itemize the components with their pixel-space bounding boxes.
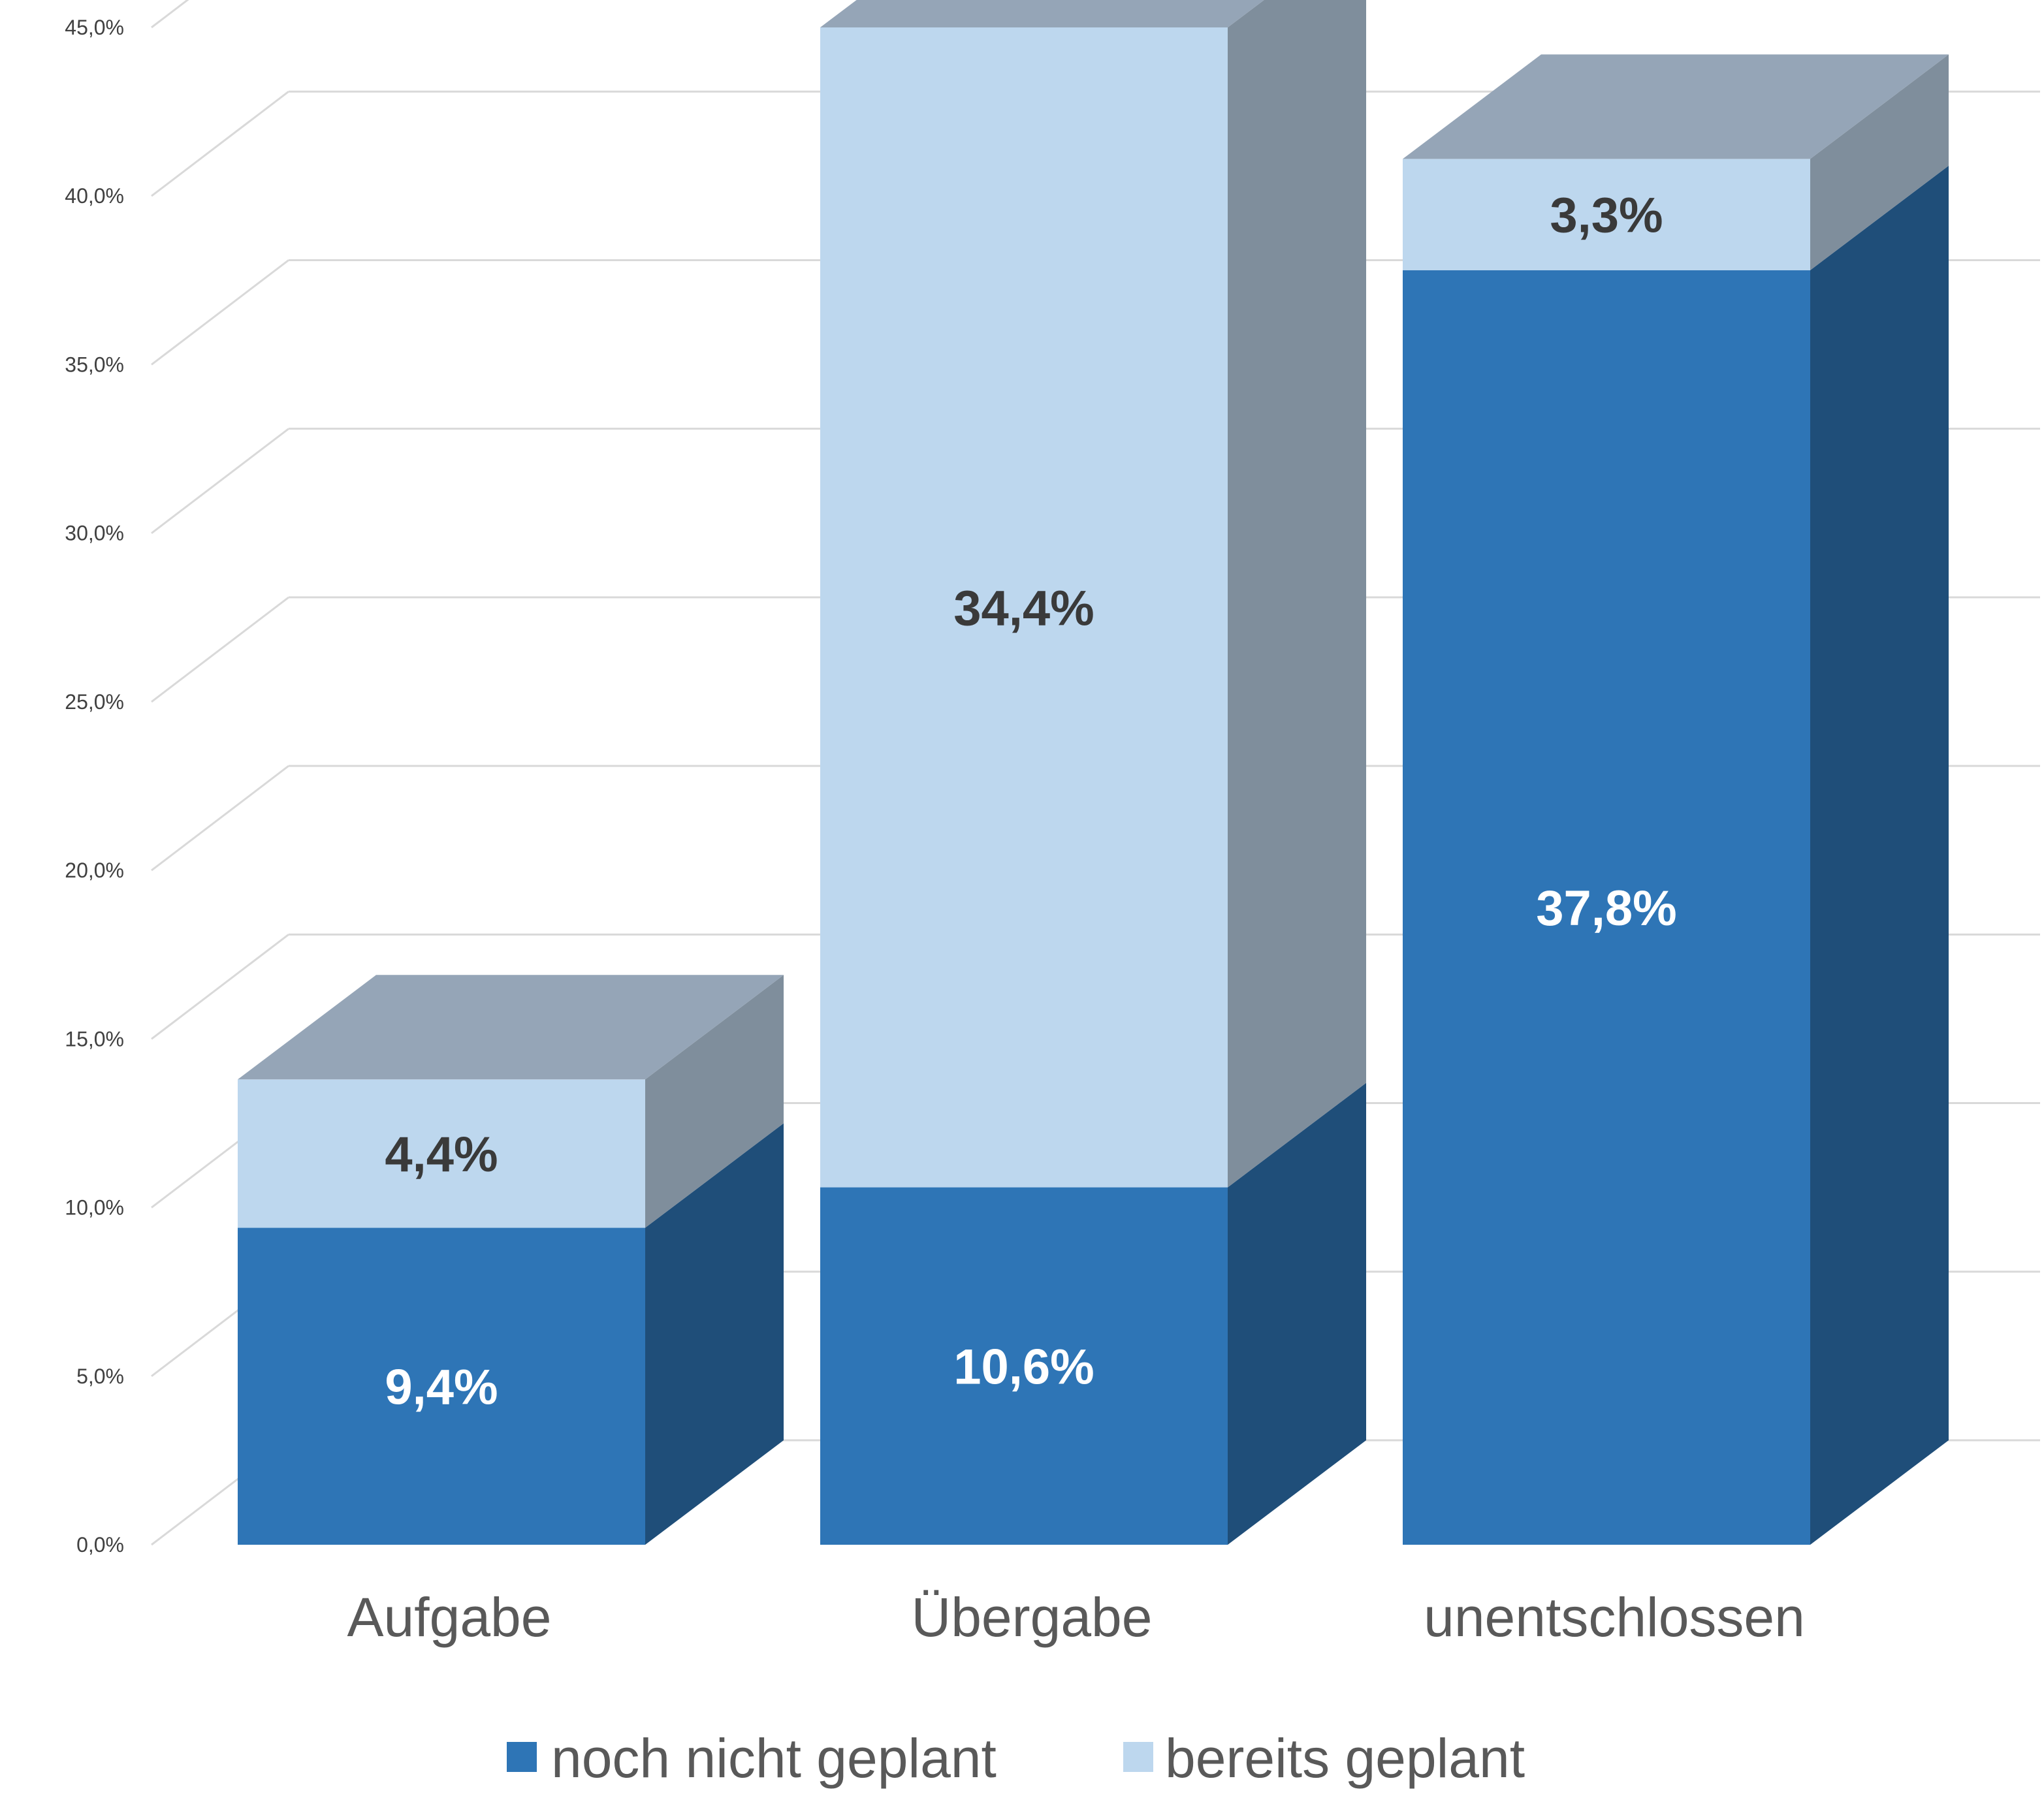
y-tick-label: 40,0% [65, 184, 124, 208]
bar-segment [238, 1123, 784, 1545]
bar-segment [820, 0, 1366, 1188]
category-label: Aufgabe [347, 1587, 552, 1648]
category-label: unentschlossen [1424, 1587, 1805, 1648]
legend-swatch [507, 1742, 537, 1772]
y-tick-label: 15,0% [65, 1027, 124, 1051]
y-tick-label: 35,0% [65, 353, 124, 376]
gridline-depth [151, 0, 189, 29]
bar-segment [1403, 54, 1949, 270]
data-labels: 9,4% 4,4% 10,6% 34,4% 37,8% 3,3% [385, 188, 1676, 1415]
bar-top-face [238, 975, 784, 1080]
y-tick-label: 25,0% [65, 690, 124, 714]
bar-top-face [820, 0, 1264, 27]
legend: noch nicht geplant bereits geplant [507, 1728, 1525, 1789]
data-label: 37,8% [1536, 881, 1677, 936]
legend-label: bereits geplant [1165, 1728, 1525, 1789]
bar-segment [238, 975, 784, 1228]
gridline-depth [151, 765, 289, 872]
legend-label: noch nicht geplant [551, 1728, 997, 1789]
bar-front-face [820, 1187, 1228, 1545]
bar-side-face [645, 1123, 784, 1545]
bar-side-face [1810, 54, 1949, 270]
gridline-depth [151, 259, 289, 366]
gridline-depth [151, 596, 289, 703]
category-label: Übergabe [912, 1587, 1153, 1648]
bars [238, 0, 1949, 1545]
bar-top-face [1403, 54, 1949, 159]
y-tick-label: 45,0% [65, 16, 124, 39]
bar-segment [820, 1082, 1366, 1545]
data-label: 3,3% [1550, 188, 1663, 244]
y-axis: 0,0% 5,0% 10,0% 15,0% 20,0% 25,0% 30,0% 35,0% 40… [65, 16, 124, 1556]
gridline-depth [151, 91, 289, 197]
data-label: 34,4% [953, 580, 1094, 636]
x-axis: Aufgabe Übergabe unentschlossen [347, 1587, 1805, 1648]
y-tick-label: 20,0% [65, 859, 124, 882]
gridline-depth [151, 934, 289, 1040]
bar-segment [1403, 165, 1949, 1545]
bar-front-face [1403, 270, 1810, 1545]
y-tick-label: 30,0% [65, 522, 124, 545]
data-label: 10,6% [953, 1339, 1094, 1395]
y-tick-label: 0,0% [76, 1533, 124, 1556]
bar-front-face [238, 1227, 645, 1545]
y-tick-label: 5,0% [76, 1365, 124, 1388]
bar-side-face [1228, 0, 1366, 1188]
bar-side-face [1228, 1082, 1366, 1545]
gridline-depth [151, 428, 289, 534]
data-label: 9,4% [385, 1359, 498, 1415]
legend-swatch [1123, 1742, 1153, 1772]
bar-front-face [820, 27, 1228, 1188]
data-label: 4,4% [385, 1127, 498, 1182]
bar-front-face [238, 1079, 645, 1228]
bar-front-face [1403, 159, 1810, 270]
bar-side-face [1810, 165, 1949, 1545]
y-tick-label: 10,0% [65, 1196, 124, 1220]
bar-side-face [645, 975, 784, 1228]
